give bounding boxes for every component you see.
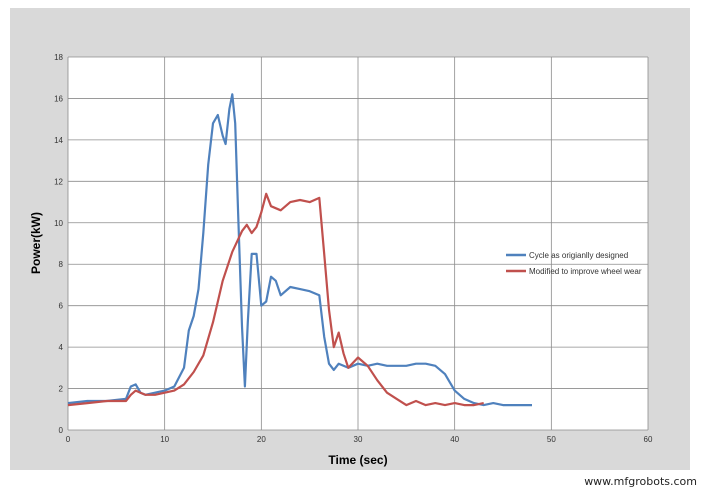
chart-svg: 0 10 20 30 40 50 60 0 2 4 6 8 10 12 14 16 18 Cycle as o… [29,53,653,467]
y-tick-label: 6 [59,302,64,311]
y-tick-label: 4 [59,343,64,352]
x-tick-label: 20 [257,435,266,444]
y-tick-label: 0 [59,426,64,435]
series-lines [67,93,532,407]
legend-label-2: Modified to improve wheel wear [529,267,642,276]
x-tick-label: 50 [547,435,556,444]
legend-label-1: Cycle as origianlly designed [529,251,628,260]
y-tick-label: 12 [54,177,63,186]
legend: Cycle as origianlly designed Modified to … [506,251,642,276]
x-tick-label: 40 [450,435,459,444]
x-tick-label: 0 [66,435,71,444]
gridlines [67,56,649,431]
y-tick-labels: 0 2 4 6 8 10 12 14 16 18 [54,53,63,435]
watermark-text: www.mfgrobots.com [584,475,697,488]
y-tick-label: 16 [54,94,63,103]
chart-panel: 0 10 20 30 40 50 60 0 2 4 6 8 10 12 14 16 18 Cycle as o… [10,8,690,470]
y-tick-label: 8 [59,260,64,269]
y-tick-label: 10 [54,219,63,228]
series-line-2 [67,192,484,407]
x-tick-labels: 0 10 20 30 40 50 60 [66,435,653,444]
x-tick-label: 60 [644,435,653,444]
x-axis-title: Time (sec) [328,453,387,467]
x-tick-label: 30 [354,435,363,444]
y-tick-label: 18 [54,53,63,62]
y-axis-title: Power(kW) [29,212,43,274]
y-tick-label: 14 [54,136,63,145]
y-tick-label: 2 [59,385,64,394]
x-tick-label: 10 [160,435,169,444]
series-line-1 [67,93,532,407]
